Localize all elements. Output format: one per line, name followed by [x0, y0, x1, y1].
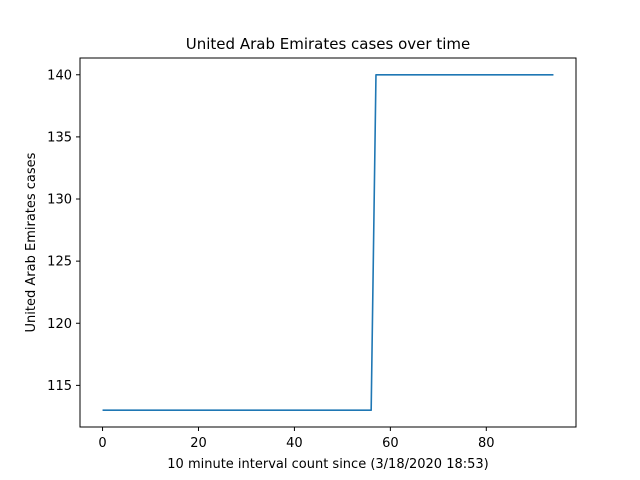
- y-axis-label: United Arab Emirates cases: [24, 152, 39, 332]
- y-tick-label-2: 125: [47, 255, 72, 270]
- y-tick-label-5: 140: [47, 68, 72, 83]
- series-line-0: [102, 73, 554, 412]
- x-tick-label-1: 20: [190, 436, 207, 451]
- x-tick-label-2: 40: [286, 436, 303, 451]
- y-axis-ticks: 115 120 125 130 135 140: [47, 68, 80, 394]
- plot-area-frame: [79, 57, 577, 428]
- x-tick-label-0: 0: [98, 436, 106, 451]
- y-tick-label-1: 120: [47, 317, 72, 332]
- plot-area-background: [80, 58, 576, 427]
- x-tick-label-3: 60: [382, 436, 399, 451]
- series-layer: [102, 73, 554, 412]
- x-tick-label-4: 80: [478, 436, 495, 451]
- x-axis-label: 10 minute interval count since (3/18/202…: [167, 457, 488, 472]
- x-axis-ticks: 0 20 40 60 80: [98, 427, 495, 451]
- y-tick-label-3: 130: [47, 193, 72, 208]
- y-tick-label-4: 135: [47, 130, 72, 145]
- chart-title: United Arab Emirates cases over time: [186, 35, 470, 53]
- y-tick-label-0: 115: [47, 379, 72, 394]
